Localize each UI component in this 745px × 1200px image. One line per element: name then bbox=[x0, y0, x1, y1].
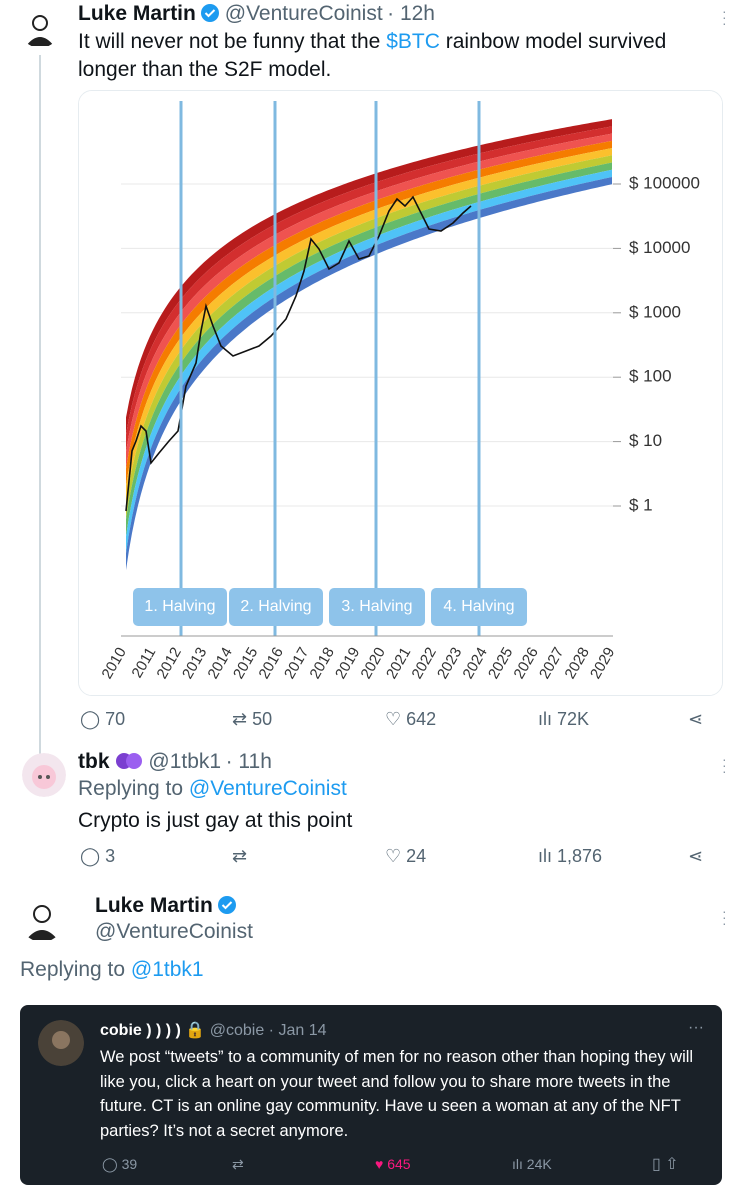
media-card[interactable]: $ 100000 $ 10000 $ 1000 $ 100 $ 10 $ 1 1. Halv… bbox=[78, 90, 723, 696]
y-label: $ 100000 bbox=[629, 173, 700, 192]
rainbow-band bbox=[126, 169, 612, 554]
rainbow-band bbox=[126, 126, 612, 452]
avatar[interactable] bbox=[20, 8, 60, 48]
verified-badge bbox=[218, 896, 237, 914]
mention[interactable]: @1tbk1 bbox=[130, 958, 204, 981]
y-label: $ 1 bbox=[629, 495, 653, 514]
thread-line bbox=[39, 55, 41, 755]
author-name[interactable]: tbk bbox=[78, 750, 110, 773]
label: Replying to bbox=[78, 777, 184, 800]
reply-count: 3 bbox=[105, 846, 116, 866]
reply-count: 70 bbox=[105, 709, 126, 729]
reply-button[interactable]: ◯ 3 bbox=[80, 846, 116, 866]
text: It will never not be funny that the bbox=[78, 30, 387, 53]
avatar bbox=[38, 1020, 84, 1066]
rainbow-band bbox=[126, 119, 612, 435]
share-button[interactable]: ⋖ bbox=[688, 846, 704, 866]
label: Replying to bbox=[20, 958, 126, 981]
more-button[interactable]: · · · bbox=[722, 3, 727, 31]
timestamp[interactable]: · 12h bbox=[387, 2, 435, 25]
quote-time: · Jan 14 bbox=[268, 1022, 327, 1039]
replying-to: Replying to @VentureCoinist bbox=[78, 777, 347, 801]
text: rainbow model survived longer than the S… bbox=[78, 30, 667, 81]
mention[interactable]: @VentureCoinist bbox=[188, 777, 347, 800]
halving-box bbox=[229, 588, 323, 626]
quote-text: We post “tweets” to a community of men f… bbox=[100, 1048, 694, 1140]
quote-more: ··· bbox=[688, 1019, 704, 1036]
reply-count: 39 bbox=[121, 1156, 138, 1172]
quoted-tweet-image[interactable]: cobie ) ) ) ) 🔒 @cobie · Jan 14 ··· We p… bbox=[20, 1005, 722, 1185]
halving-label: 4. Halving bbox=[443, 598, 514, 615]
y-label: $ 100 bbox=[629, 367, 672, 386]
more-button[interactable]: · · · bbox=[722, 751, 727, 779]
like-count: 642 bbox=[406, 709, 437, 729]
more-button[interactable]: · · · bbox=[722, 903, 727, 931]
halving-label: 3. Halving bbox=[341, 598, 412, 615]
quote-actions: ▯ ⇧ bbox=[652, 1156, 679, 1173]
avatar[interactable] bbox=[20, 898, 64, 942]
view-count: 72K bbox=[557, 709, 590, 729]
view-count: 1,876 bbox=[557, 846, 603, 866]
quote-retweets: ⇄ bbox=[232, 1156, 244, 1172]
tweet-text: It will never not be funny that the $BTC… bbox=[78, 28, 718, 84]
quote-replies: ◯ 39 bbox=[102, 1156, 138, 1172]
rainbow-band bbox=[126, 133, 612, 469]
quote-handle: @cobie bbox=[209, 1022, 265, 1039]
like-count: 24 bbox=[406, 846, 427, 866]
halving-label: 1. Halving bbox=[144, 598, 215, 615]
retweet-count: 50 bbox=[252, 709, 273, 729]
rainbow-band bbox=[126, 148, 612, 503]
replying-to: Replying to @1tbk1 bbox=[20, 958, 204, 982]
rainbow-band bbox=[126, 155, 612, 520]
y-label: $ 1000 bbox=[629, 302, 681, 321]
reply-button[interactable]: ◯ 70 bbox=[80, 709, 126, 729]
share-button[interactable]: ⋖ bbox=[688, 709, 704, 729]
rainbow-chart-image: $ 100000 $ 10000 $ 1000 $ 100 $ 10 $ 1 1. Halv… bbox=[79, 91, 722, 695]
quote-author: cobie ) ) ) ) bbox=[100, 1022, 181, 1039]
retweet-button[interactable]: ⇄ 50 bbox=[232, 709, 273, 729]
view-count: 24K bbox=[526, 1156, 552, 1172]
tweet-header: tbk @1tbk1 · 11h bbox=[78, 750, 272, 774]
like-button[interactable]: ♡ 642 bbox=[385, 709, 437, 729]
views-button[interactable]: ılı 72K bbox=[538, 709, 590, 729]
emoji-badge bbox=[115, 753, 142, 769]
views-button[interactable]: ılı 1,876 bbox=[538, 846, 603, 866]
timestamp[interactable]: · 11h bbox=[225, 750, 272, 773]
cashtag[interactable]: $BTC bbox=[386, 30, 440, 53]
y-label: $ 10000 bbox=[629, 238, 690, 257]
retweet-button[interactable]: ⇄ bbox=[232, 846, 248, 866]
tweet-text: Crypto is just gay at this point bbox=[78, 809, 353, 832]
author-name[interactable]: Luke Martin bbox=[78, 2, 196, 25]
avatar[interactable] bbox=[22, 753, 66, 797]
halving-box bbox=[431, 588, 527, 626]
tweet-header: Luke Martin @VentureCoinist · 12h bbox=[78, 2, 435, 26]
lock-icon: 🔒 bbox=[185, 1022, 206, 1039]
handle[interactable]: @VentureCoinist bbox=[95, 920, 253, 943]
verified-badge bbox=[201, 4, 220, 22]
tweet-header: Luke Martin bbox=[95, 894, 237, 918]
y-label: $ 10 bbox=[629, 431, 662, 450]
halving-box bbox=[133, 588, 227, 626]
quote-likes: ♥ 645 bbox=[375, 1156, 411, 1172]
halving-box bbox=[329, 588, 425, 626]
halving-label: 2. Halving bbox=[240, 598, 311, 615]
price-line bbox=[125, 195, 472, 512]
rainbow-band bbox=[126, 140, 612, 486]
author-name[interactable]: Luke Martin bbox=[95, 894, 213, 917]
quote-views: ılı 24K bbox=[512, 1156, 552, 1172]
like-button[interactable]: ♡ 24 bbox=[385, 846, 427, 866]
like-count: 645 bbox=[387, 1156, 411, 1172]
handle[interactable]: @VentureCoinist bbox=[224, 2, 383, 25]
rainbow-band bbox=[126, 162, 612, 537]
handle[interactable]: @1tbk1 bbox=[148, 750, 222, 773]
quote-header: cobie ) ) ) ) 🔒 @cobie · Jan 14 bbox=[100, 1020, 326, 1040]
